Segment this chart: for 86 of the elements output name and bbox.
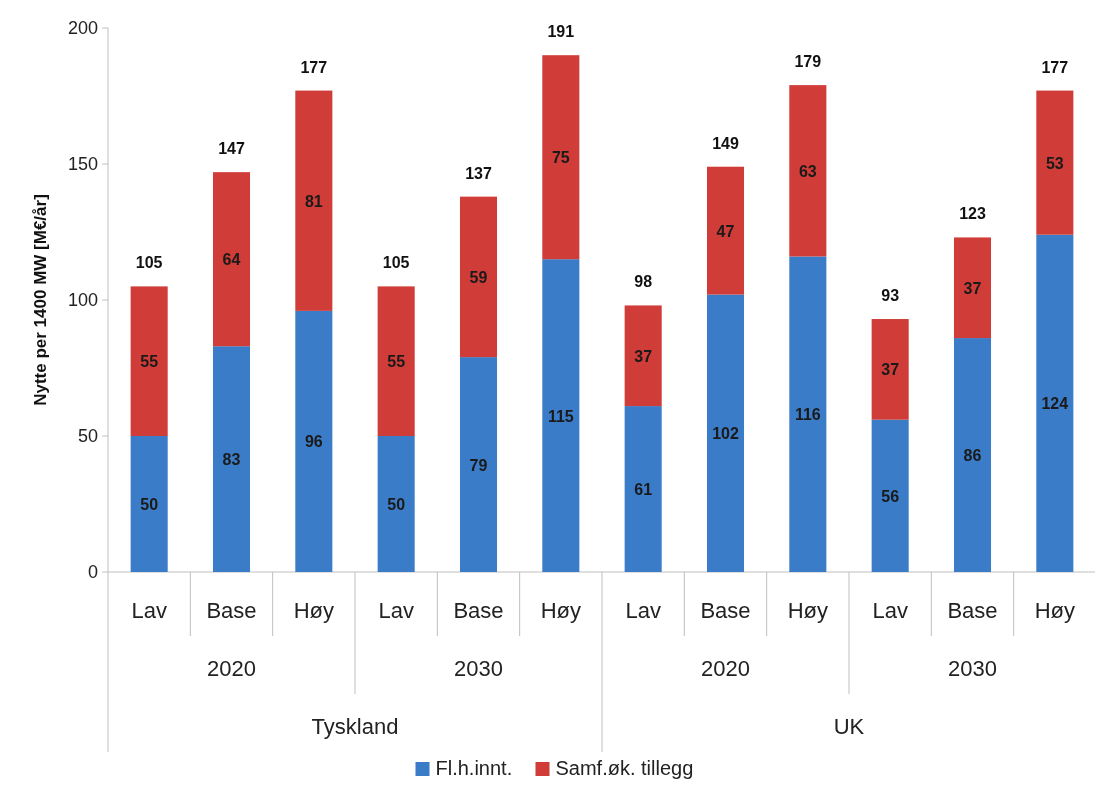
x-tick-label: Base — [206, 598, 257, 623]
y-tick-label: 200 — [67, 18, 98, 38]
legend-label: Samf.øk. tillegg — [555, 757, 694, 779]
x-tick-label: Høy — [293, 598, 334, 623]
data-label: 64 — [222, 251, 241, 269]
bar — [789, 85, 827, 257]
x-tick-label: Høy — [540, 598, 581, 623]
total-label: 191 — [547, 23, 575, 41]
y-tick-label: 100 — [67, 290, 98, 310]
bar — [542, 55, 580, 260]
data-label: 59 — [469, 268, 488, 286]
data-label: 47 — [716, 222, 735, 240]
bar — [624, 406, 662, 572]
text: 2030 — [948, 656, 997, 681]
bar — [212, 172, 251, 347]
data-label: 116 — [794, 406, 821, 424]
x-tick-label: Base — [947, 598, 998, 623]
bar — [130, 286, 168, 436]
total-label: 93 — [881, 287, 900, 305]
total-label: 147 — [218, 140, 245, 158]
data-label: 75 — [551, 149, 570, 167]
data-label: 115 — [547, 407, 574, 425]
bar — [706, 294, 745, 572]
data-label: 55 — [140, 353, 159, 371]
total-label: 98 — [634, 273, 653, 291]
bar — [1036, 90, 1074, 235]
bar — [871, 419, 909, 572]
data-label: 56 — [881, 487, 900, 505]
total-label: 177 — [1041, 58, 1069, 76]
total-label: 177 — [300, 58, 328, 76]
x-tick-label: Høy — [787, 598, 828, 623]
x-tick-label: Lav — [872, 598, 908, 623]
total-label: 149 — [712, 134, 739, 152]
x-tick-label: Høy — [1034, 598, 1075, 623]
text: 2030 — [454, 656, 503, 681]
y-tick-label: 50 — [77, 426, 98, 446]
text: 2020 — [701, 656, 750, 681]
x-tick-label: Base — [453, 598, 504, 623]
data-label: 61 — [634, 481, 653, 499]
data-label: 83 — [222, 451, 241, 469]
data-label: 81 — [304, 192, 323, 210]
total-label: 105 — [382, 254, 410, 272]
bar — [377, 286, 415, 436]
bar — [130, 436, 168, 572]
total-label: 137 — [465, 164, 492, 182]
data-label: 37 — [963, 279, 982, 297]
data-label: 50 — [140, 496, 159, 513]
bar — [212, 346, 251, 572]
bar — [789, 256, 827, 572]
data-label: 50 — [387, 496, 406, 513]
bar — [377, 436, 415, 572]
bar — [459, 196, 498, 358]
x-tick-label: Lav — [131, 598, 167, 623]
total-label: 179 — [794, 53, 822, 71]
data-label: 37 — [634, 347, 653, 365]
y-tick-label: 0 — [87, 562, 98, 582]
bar — [1036, 234, 1074, 572]
bar — [624, 305, 662, 407]
text: UK — [833, 714, 865, 739]
bar — [871, 319, 909, 420]
bar — [953, 237, 992, 339]
bar — [706, 166, 745, 295]
data-label: 96 — [304, 433, 323, 451]
data-label: 37 — [881, 361, 900, 379]
x-tick-label: Base — [700, 598, 751, 623]
text: Tyskland — [311, 714, 399, 739]
bar — [459, 357, 498, 572]
y-axis-title: Nytte per 1400 MW [M€/år] — [31, 194, 50, 406]
x-tick-label: Lav — [378, 598, 414, 623]
data-label: 102 — [712, 425, 739, 443]
data-label: 86 — [963, 447, 982, 465]
data-label: 53 — [1045, 154, 1064, 172]
total-label: 123 — [959, 205, 986, 223]
bar — [295, 310, 333, 572]
bar — [953, 338, 992, 572]
data-label: 55 — [387, 353, 406, 371]
x-tick-label: Lav — [625, 598, 661, 623]
data-label: 63 — [798, 162, 817, 180]
bar — [542, 259, 580, 572]
y-tick-label: 150 — [67, 154, 98, 174]
total-label: 105 — [135, 254, 163, 272]
legend-label: Fl.h.innt. — [435, 757, 513, 779]
bar — [295, 90, 333, 311]
data-label: 79 — [469, 456, 488, 474]
text: 2020 — [207, 656, 256, 681]
data-label: 124 — [1041, 395, 1069, 413]
